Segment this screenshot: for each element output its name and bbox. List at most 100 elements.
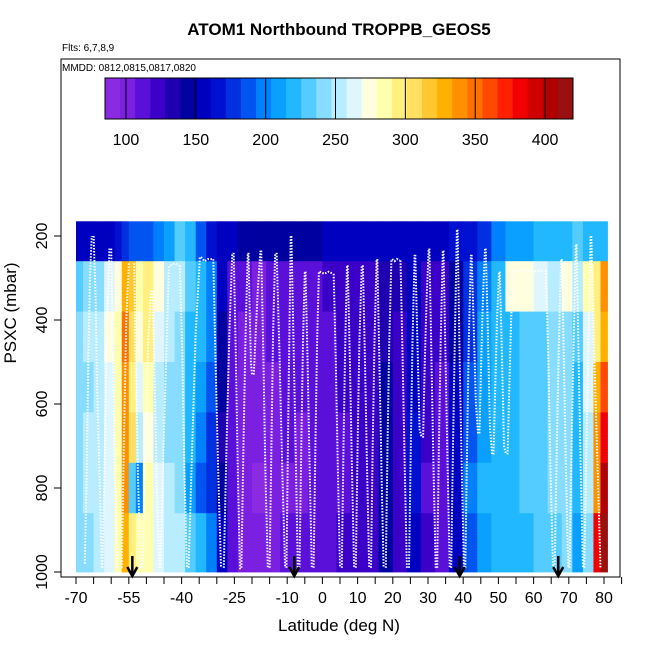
colorbar-swatch — [406, 78, 423, 119]
heatmap-cell — [435, 261, 450, 312]
heatmap-cell — [252, 513, 267, 573]
heatmap-cell — [280, 261, 295, 312]
heatmap-cell — [600, 362, 608, 413]
heatmap-cell — [266, 221, 281, 262]
latitude-arrow-head — [288, 566, 301, 579]
heatmap-cell — [266, 311, 281, 363]
x-tick-label: 80 — [595, 590, 613, 607]
heatmap-cell — [392, 261, 408, 312]
colorbar-swatch — [361, 78, 378, 119]
heatmap-cell — [142, 311, 154, 363]
heatmap-cell — [266, 462, 281, 514]
heatmap-cell — [216, 513, 228, 573]
heatmap-cell — [449, 311, 464, 363]
latitude-arrow-head — [453, 566, 466, 579]
heatmap-cell — [582, 462, 594, 514]
colorbar-frame — [104, 77, 574, 120]
heatmap-cell — [216, 362, 228, 413]
heatmap-cell — [477, 261, 492, 312]
heatmap-cell — [114, 362, 123, 413]
heatmap-cell — [135, 261, 144, 312]
heatmap-cell — [83, 412, 94, 464]
heatmap-cell — [93, 362, 105, 413]
heatmap-cell — [216, 462, 228, 514]
heatmap-cell — [463, 221, 478, 262]
flight-profile-line — [83, 235, 93, 564]
heatmap-cell — [420, 412, 436, 464]
heatmap-cell — [533, 261, 549, 312]
heatmap-cell — [463, 462, 478, 514]
heatmap-cell — [121, 221, 130, 262]
heatmap-cell — [420, 462, 436, 514]
heatmap-cell — [572, 513, 584, 573]
heatmap-cell — [104, 412, 116, 464]
x-tick-label: -10 — [276, 590, 299, 607]
flight-profile-line — [247, 252, 253, 375]
heatmap-cell — [336, 513, 351, 573]
y-tick-label: 800 — [34, 475, 51, 502]
heatmap-cell — [153, 362, 165, 413]
x-tick-label: 0 — [318, 590, 327, 607]
colorbar-swatch — [150, 78, 166, 119]
x-tick-label: -25 — [223, 590, 246, 607]
heatmap-cell — [582, 261, 594, 312]
heatmap-cell — [378, 362, 394, 413]
heatmap-cell — [322, 362, 337, 413]
heatmap-cell — [114, 221, 123, 262]
heatmap-cell — [308, 261, 323, 312]
heatmap-cell — [121, 311, 130, 363]
flight-profile-line — [212, 259, 222, 568]
x-tick-label: 10 — [349, 590, 367, 607]
heatmap-cell — [153, 462, 165, 514]
heatmap-cell — [582, 221, 594, 262]
y-tick-label: 400 — [34, 307, 51, 334]
heatmap-cell — [93, 513, 105, 573]
flight-profile-line — [268, 252, 277, 568]
flight-profile-line — [319, 270, 334, 275]
colorbar-swatch — [391, 78, 408, 119]
heatmap-cell — [505, 261, 520, 312]
heatmap-cell — [185, 311, 197, 363]
colorbar-swatch — [195, 78, 212, 119]
heatmap-cell — [227, 221, 239, 262]
heatmap-cell — [533, 362, 549, 413]
heatmap-cell — [519, 462, 534, 514]
heatmap-cell — [533, 311, 549, 363]
heatmap-cell — [463, 261, 478, 312]
heatmap-cell — [164, 311, 175, 363]
plot-area — [60, 58, 621, 579]
heatmap-cell — [121, 462, 130, 514]
heatmap-cell — [76, 261, 84, 312]
heatmap-cell — [547, 462, 563, 514]
heatmap-cell — [135, 412, 144, 464]
heatmap-cell — [227, 412, 239, 464]
flight-profile-line — [384, 259, 393, 568]
heatmap-cell — [252, 362, 267, 413]
heatmap-cell — [378, 221, 394, 262]
flight-profile-line — [275, 252, 287, 568]
heatmap-cell — [505, 412, 520, 464]
heatmap-cell — [572, 462, 584, 514]
heatmap-cell — [505, 311, 520, 363]
heatmap-cell — [336, 221, 351, 262]
flight-profile-line — [252, 250, 262, 375]
colorbar-swatch — [482, 78, 499, 119]
flight-profile-line — [120, 263, 130, 568]
colorbar-tick-label: 100 — [113, 132, 140, 149]
heatmap-cell — [104, 261, 116, 312]
heatmap-cell — [519, 221, 534, 262]
colorbar-swatch — [437, 78, 453, 119]
heatmap-cell — [406, 261, 422, 312]
heatmap-cell — [153, 261, 165, 312]
heatmap-cell — [142, 412, 154, 464]
heatmap-cell — [93, 311, 105, 363]
heatmap-cell — [547, 311, 563, 363]
heatmap-cell — [547, 221, 563, 262]
colorbar-swatch — [452, 78, 468, 119]
y-tick-label: 1000 — [34, 554, 51, 590]
heatmap-cell — [533, 412, 549, 464]
heatmap-cell — [322, 462, 337, 514]
flight-profile-line — [151, 290, 161, 568]
heatmap-cell — [142, 513, 154, 573]
